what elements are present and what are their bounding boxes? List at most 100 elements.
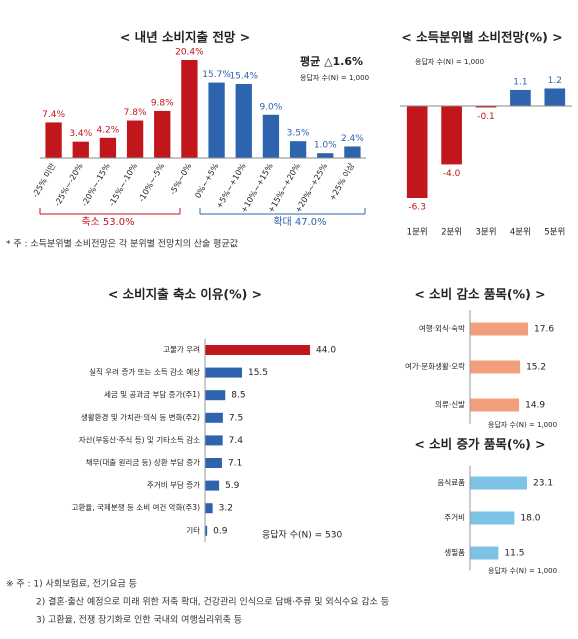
bar	[262, 114, 280, 158]
value-label: -0.1	[477, 112, 495, 122]
y-tick-label: 생필품	[444, 547, 465, 557]
footnote: ※ 주 : 1) 사회보험료, 전기요금 등	[6, 579, 137, 590]
footnote: 3) 고환율, 전쟁 장기화로 인한 국내외 여행심리위축 등	[36, 614, 242, 626]
bar	[154, 110, 171, 158]
chart-title: < 소비 증가 품목(%) >	[414, 437, 545, 452]
value-label: 2.4%	[341, 134, 364, 144]
bar	[441, 106, 462, 165]
annotation: 평균 △1.6%	[300, 54, 363, 68]
bar	[205, 458, 222, 468]
x-tick-label: -25%~-20%	[53, 161, 85, 207]
x-tick-label: 5분위	[544, 228, 565, 238]
y-tick-label: 기타	[186, 526, 200, 535]
value-label: 15.4%	[229, 72, 258, 82]
value-label: 3.5%	[287, 129, 310, 139]
bar	[406, 106, 428, 198]
bar	[470, 511, 515, 525]
value-label: 14.9	[525, 401, 545, 411]
value-label: 1.0%	[314, 141, 337, 151]
bar	[344, 146, 361, 158]
y-tick-label: 세금 및 공과금 부담 증가(주1)	[104, 389, 200, 399]
annotation: 응답자 수(N) = 1,000	[488, 566, 557, 575]
bar	[45, 122, 62, 158]
footnote: 2) 결혼·출산 예정으로 미래 위한 저축 확대, 건강관리 인식으로 담배·…	[36, 596, 389, 608]
x-tick-label: +25% 이상	[327, 161, 357, 203]
bar	[475, 106, 497, 108]
value-label: 7.1	[228, 459, 242, 469]
bar	[317, 153, 334, 158]
value-label: 7.5	[229, 413, 243, 423]
x-tick-label: 1분위	[407, 228, 428, 238]
x-tick-label: 3분위	[475, 228, 496, 238]
value-label: 23.1	[533, 479, 553, 489]
annotation: 확대 47.0%	[273, 216, 326, 228]
y-tick-label: 자산(부동산·주식 등) 및 기타소득 감소	[79, 434, 200, 444]
value-label: 9.8%	[151, 98, 174, 108]
y-tick-label: 여행·외식·숙박	[419, 323, 465, 333]
x-tick-label: -5%~0%	[168, 161, 193, 196]
chart-title: < 소비 감소 품목(%) >	[414, 287, 545, 302]
value-label: 7.4	[229, 436, 244, 446]
bar	[470, 398, 520, 412]
value-label: 44.0	[316, 346, 336, 356]
annotation: 응답자 수(N) = 1,000	[488, 420, 557, 429]
x-tick-label: -10%~-5%	[137, 161, 166, 203]
y-tick-label: 주거비 부담 증가	[147, 480, 200, 490]
chart-title: < 소비지출 축소 이유(%) >	[108, 287, 262, 302]
value-label: 17.6	[534, 325, 554, 335]
value-label: 0.9	[213, 526, 228, 536]
bar	[72, 141, 89, 158]
bar	[470, 476, 527, 490]
value-label: 20.4%	[175, 48, 204, 58]
bar	[205, 412, 223, 423]
bar	[205, 525, 208, 536]
bar	[205, 390, 226, 401]
bar	[208, 82, 225, 158]
bar	[99, 137, 117, 158]
x-tick-label: -15%~-10%	[107, 161, 139, 207]
x-tick-label: -25% 미만	[31, 161, 58, 199]
value-label: 1.1	[513, 77, 527, 87]
bar	[205, 345, 310, 355]
y-tick-label: 채무(대출 원리금 등) 상환 부담 증가	[86, 457, 200, 467]
value-label: -6.3	[408, 203, 426, 213]
y-tick-label: 주거비	[444, 513, 465, 522]
value-label: 1.2	[548, 76, 562, 86]
bar	[126, 120, 144, 158]
x-tick-label: 0%~+5%	[193, 161, 220, 199]
bar	[544, 88, 566, 106]
y-tick-label: 음식료품	[437, 478, 465, 487]
value-label: -4.0	[443, 169, 461, 179]
value-label: 5.9	[225, 481, 240, 491]
annotation: 축소 53.0%	[81, 216, 134, 228]
bar	[181, 60, 198, 158]
x-tick-label: 4분위	[510, 228, 531, 238]
bar	[470, 322, 528, 336]
value-label: 15.5	[248, 368, 268, 378]
bar	[470, 360, 521, 374]
bar	[205, 480, 220, 491]
footnote: * 주 : 소득분위별 소비전망은 각 분위별 전망치의 산술 평균값	[6, 238, 238, 250]
annotation: 응답자 수(N) = 1,000	[300, 73, 369, 82]
value-label: 7.4%	[42, 110, 65, 120]
value-label: 15.2	[526, 363, 546, 373]
value-label: 3.4%	[69, 129, 92, 139]
value-label: 4.2%	[96, 125, 119, 135]
y-tick-label: 생활환경 및 가치관·의식 등 변화(주2)	[81, 412, 200, 422]
annotation: 응답자 수(N) = 1,000	[415, 57, 484, 66]
value-label: 7.8%	[124, 108, 147, 118]
chart-title: < 소득분위별 소비전망(%) >	[401, 30, 562, 45]
x-tick-label: 2분위	[441, 228, 462, 238]
bar	[470, 546, 499, 560]
y-tick-label: 여가·문화생활·오락	[405, 361, 465, 371]
bar	[205, 503, 213, 514]
value-label: 3.2	[219, 504, 233, 514]
y-tick-label: 고물가 우려	[163, 344, 200, 354]
bar	[510, 89, 531, 106]
value-label: 18.0	[520, 514, 540, 524]
bar	[205, 367, 242, 378]
y-tick-label: 실직 우려 증가 또는 소득 감소 예상	[89, 367, 200, 377]
bar	[205, 435, 223, 446]
y-tick-label: 고환율, 국제분쟁 등 소비 여건 악화(주3)	[72, 502, 201, 512]
